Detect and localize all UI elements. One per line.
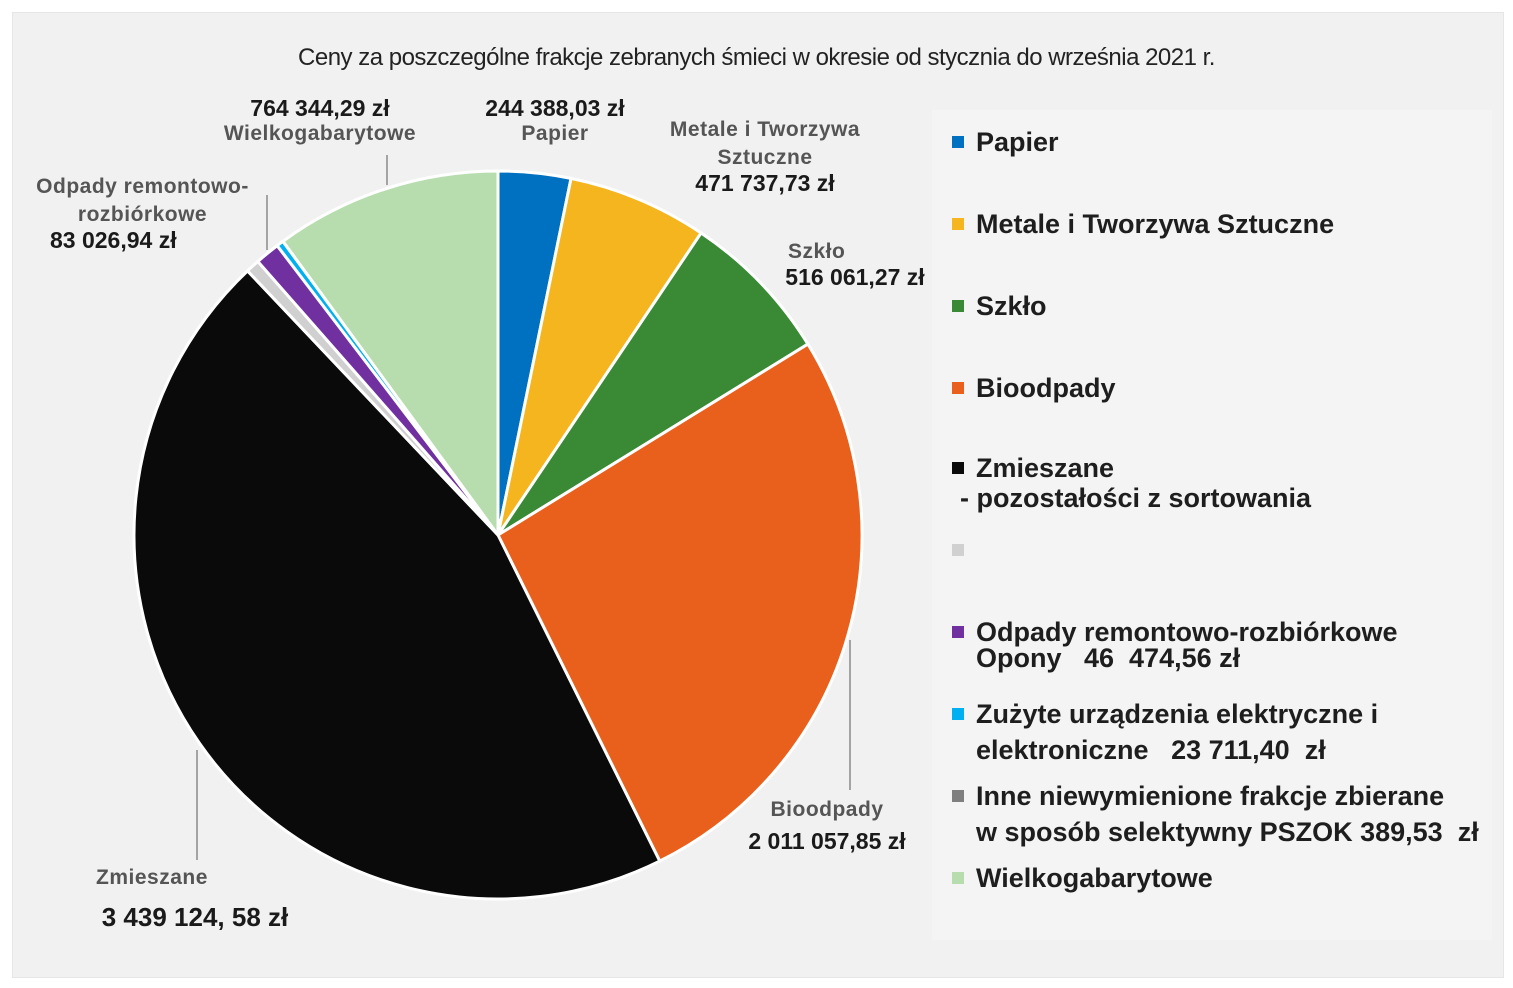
- legend-label-opony: Opony 46 474,56 zł: [976, 643, 1241, 673]
- label-remontowe-name-1: Odpady remontowo-: [36, 175, 249, 198]
- legend-swatch-elektro: [952, 708, 964, 720]
- legend-swatch-papier: [952, 136, 964, 148]
- chart-title: Ceny za poszczególne frakcje zebranych ś…: [298, 44, 1215, 71]
- legend-label-wielko: Wielkogabarytowe: [976, 863, 1213, 893]
- legend-label-elektro-2: elektroniczne 23 711,40 zł: [976, 735, 1326, 765]
- label-metale-name-2: Sztuczne: [717, 146, 813, 169]
- legend-label-bioodpady: Bioodpady: [976, 373, 1116, 403]
- legend-item-wielko: Wielkogabarytowe: [952, 860, 1213, 896]
- legend-item-zmieszane: Zmieszane - pozostałości z sortowania: [952, 450, 1311, 516]
- pie-slice-wielko: [280, 169, 500, 540]
- label-metale-value: 471 737,73 zł: [695, 170, 835, 196]
- pie-slice-bioodpady: [496, 342, 864, 864]
- label-zmieszane-name: Zmieszane: [96, 866, 208, 889]
- label-metale: Metale i Tworzywa Sztuczne 471 737,73 zł: [650, 118, 880, 197]
- label-szklo-name: Szkło: [788, 240, 846, 263]
- label-papier: 244 388,03 zł Papier: [470, 95, 640, 146]
- label-metale-name-1: Metale i Tworzywa: [669, 118, 861, 141]
- legend-label-elektro-1: Zużyte urządzenia elektryczne i: [976, 699, 1379, 729]
- label-bioodpady: Bioodpady 2 011 057,85 zł: [722, 798, 932, 855]
- legend-item-elektro: Zużyte urządzenia elektryczne i elektron…: [952, 696, 1378, 768]
- legend-item-bioodpady: Bioodpady: [952, 370, 1116, 406]
- legend-swatch-inne: [952, 790, 964, 802]
- legend-label-inne-2: w sposób selektywny PSZOK 389,53 zł: [976, 817, 1479, 847]
- legend-swatch-wielko: [952, 872, 964, 884]
- legend-item-inne: Inne niewymienione frakcje zbierane w sp…: [952, 778, 1479, 850]
- leader-lines: [196, 155, 851, 860]
- label-szklo-value: 516 061,27 zł: [785, 264, 925, 290]
- pie-slice-metale: [496, 176, 704, 536]
- legend-item-szklo: Szkło: [952, 288, 1047, 324]
- label-remontowe-name-2: rozbiórkowe: [77, 203, 208, 226]
- pie-slices: [132, 169, 864, 901]
- pie-slice-szklo: [496, 230, 810, 537]
- legend-item-opony: Opony 46 474,56 zł: [952, 532, 1240, 748]
- label-szklo: Szkło 516 061,27 zł: [770, 240, 940, 291]
- label-bioodpady-name: Bioodpady: [770, 798, 884, 821]
- label-wielko-value: 764 344,29 zł: [250, 95, 390, 121]
- legend-item-remontowe: Odpady remontowo-rozbiórkowe: [952, 614, 1398, 650]
- pie-slice-zmieszane: [132, 268, 662, 901]
- legend-item-metale: Metale i Tworzywa Sztuczne: [952, 206, 1334, 242]
- label-remontowe: Odpady remontowo- rozbiórkowe 83 026,94 …: [20, 175, 265, 254]
- legend-label-papier: Papier: [976, 127, 1059, 157]
- legend-swatch-zmieszane: [952, 462, 964, 474]
- legend-swatch-szklo: [952, 300, 964, 312]
- label-wielko: 764 344,29 zł Wielkogabarytowe: [205, 95, 435, 146]
- legend-swatch-metale: [952, 218, 964, 230]
- legend-swatch-bioodpady: [952, 382, 964, 394]
- legend-item-papier: Papier: [952, 124, 1059, 160]
- label-papier-value: 244 388,03 zł: [485, 95, 625, 121]
- legend-swatch-remontowe: [952, 626, 964, 638]
- legend: Papier Metale i Tworzywa Sztuczne Szkło …: [932, 110, 1492, 940]
- label-remontowe-value: 83 026,94 zł: [50, 227, 177, 253]
- legend-label-metale: Metale i Tworzywa Sztuczne: [976, 209, 1335, 239]
- label-zmieszane: Zmieszane 3 439 124, 58 zł: [80, 866, 310, 933]
- label-bioodpady-value: 2 011 057,85 zł: [748, 828, 906, 854]
- legend-label-inne-1: Inne niewymienione frakcje zbierane: [976, 781, 1445, 811]
- legend-label-szklo: Szkło: [976, 291, 1047, 321]
- legend-label-zmieszane-1: Zmieszane: [976, 453, 1115, 483]
- legend-label-remontowe: Odpady remontowo-rozbiórkowe: [976, 617, 1398, 647]
- label-papier-name: Papier: [521, 122, 589, 145]
- legend-swatch-opony: [952, 544, 964, 556]
- label-wielko-name: Wielkogabarytowe: [223, 122, 417, 145]
- label-zmieszane-value: 3 439 124, 58 zł: [101, 902, 289, 932]
- legend-label-zmieszane-2: - pozostałości z sortowania: [960, 483, 1312, 513]
